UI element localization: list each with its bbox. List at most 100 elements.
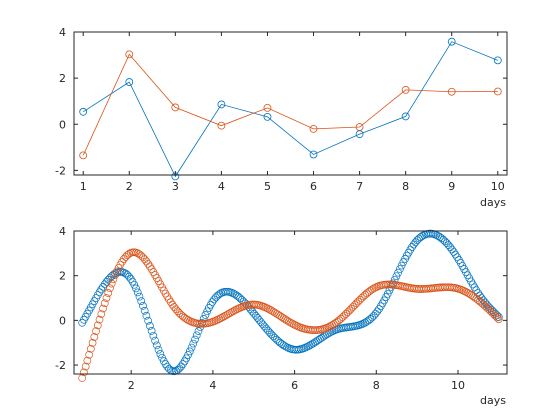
data-point bbox=[152, 341, 161, 350]
y-tick-label: 0 bbox=[59, 118, 66, 131]
data-point bbox=[191, 335, 199, 344]
data-point bbox=[97, 310, 106, 318]
data-point bbox=[149, 331, 158, 340]
x-tick-label: 10 bbox=[451, 379, 465, 392]
data-point bbox=[106, 284, 114, 293]
series-1 bbox=[79, 37, 502, 181]
data-point bbox=[232, 305, 241, 314]
data-point bbox=[99, 304, 107, 313]
data-point bbox=[371, 283, 380, 292]
data-point bbox=[187, 343, 196, 352]
data-point bbox=[135, 292, 144, 301]
data-point bbox=[144, 316, 152, 325]
data-point bbox=[90, 333, 99, 341]
data-point bbox=[144, 259, 152, 268]
data-point bbox=[102, 294, 111, 302]
data-point bbox=[109, 275, 118, 284]
series-2 bbox=[79, 50, 502, 160]
data-point bbox=[302, 343, 310, 352]
data-point bbox=[78, 374, 87, 382]
x-tick-label: 6 bbox=[310, 180, 317, 193]
data-point bbox=[447, 87, 456, 96]
data-point bbox=[394, 268, 402, 277]
data-point bbox=[418, 232, 427, 240]
x-tick-label: 1 bbox=[80, 180, 87, 193]
y-tick-label: 2 bbox=[59, 72, 66, 85]
series-line bbox=[82, 41, 498, 178]
y-tick-label: 4 bbox=[59, 225, 66, 238]
data-point bbox=[217, 121, 226, 130]
data-point bbox=[260, 303, 269, 311]
x-tick-label: 2 bbox=[126, 180, 133, 193]
y-tick-label: 0 bbox=[59, 314, 66, 327]
x-tick-label: 4 bbox=[209, 379, 216, 392]
x-tick-label: 8 bbox=[402, 180, 409, 193]
x-tick-label: 4 bbox=[218, 180, 225, 193]
data-point bbox=[80, 368, 88, 377]
data-point bbox=[137, 297, 146, 305]
data-point bbox=[79, 151, 88, 160]
data-point bbox=[217, 100, 226, 109]
data-point bbox=[263, 103, 272, 112]
data-point bbox=[493, 87, 502, 96]
data-point bbox=[83, 356, 92, 365]
data-point bbox=[210, 317, 218, 326]
axes-box bbox=[73, 230, 508, 375]
data-point bbox=[201, 311, 210, 319]
data-point bbox=[92, 327, 100, 335]
x-tick-label: 8 bbox=[373, 379, 380, 392]
x-tick-label: 7 bbox=[356, 180, 363, 193]
data-point bbox=[369, 284, 378, 293]
data-point bbox=[451, 250, 460, 259]
x-tick-label: 9 bbox=[448, 180, 455, 193]
data-point bbox=[113, 267, 121, 276]
data-point bbox=[355, 123, 364, 131]
data-point bbox=[494, 315, 503, 324]
data-point bbox=[184, 351, 192, 359]
data-point bbox=[293, 322, 302, 331]
y-tick-label: -2 bbox=[55, 359, 66, 372]
x-tick-label: 5 bbox=[264, 180, 271, 193]
data-point bbox=[158, 353, 166, 362]
data-point bbox=[472, 286, 481, 295]
top-axes: days 1 2 3 4 5 6 7 8 9 10 -2 0 2 4 bbox=[55, 26, 508, 209]
data-point bbox=[290, 320, 298, 329]
data-point bbox=[357, 320, 366, 329]
y-tick-label: 4 bbox=[59, 26, 66, 39]
data-point bbox=[406, 245, 415, 254]
series-line bbox=[82, 53, 498, 156]
data-point bbox=[385, 286, 394, 295]
data-point bbox=[192, 331, 201, 340]
data-point bbox=[97, 285, 106, 294]
data-point bbox=[323, 323, 331, 332]
data-point bbox=[171, 103, 180, 112]
x-tick-label: 6 bbox=[291, 379, 298, 392]
data-point bbox=[104, 289, 113, 297]
data-point bbox=[203, 307, 212, 316]
bottom-plot-area bbox=[78, 229, 503, 382]
y-tick-label: 2 bbox=[59, 270, 66, 283]
data-point bbox=[125, 50, 134, 59]
data-point bbox=[300, 344, 309, 352]
bottom-axes: days 2 4 6 8 10 -2 0 2 4 bbox=[55, 225, 508, 407]
data-point bbox=[146, 262, 154, 271]
data-point bbox=[447, 37, 456, 46]
data-point bbox=[288, 319, 297, 328]
data-point bbox=[87, 344, 95, 353]
data-point bbox=[165, 295, 173, 304]
x-tick-label: 2 bbox=[128, 379, 135, 392]
data-point bbox=[396, 265, 404, 273]
data-point bbox=[401, 112, 410, 121]
data-point bbox=[231, 306, 239, 315]
data-point bbox=[262, 303, 271, 312]
data-point bbox=[107, 279, 116, 288]
top-plot-area bbox=[79, 37, 502, 181]
data-point bbox=[281, 342, 290, 351]
bottom-x-axis-label: days bbox=[480, 394, 506, 407]
x-tick-label: 3 bbox=[172, 180, 179, 193]
data-point bbox=[130, 280, 139, 289]
data-point bbox=[100, 299, 109, 308]
data-point bbox=[151, 336, 159, 345]
